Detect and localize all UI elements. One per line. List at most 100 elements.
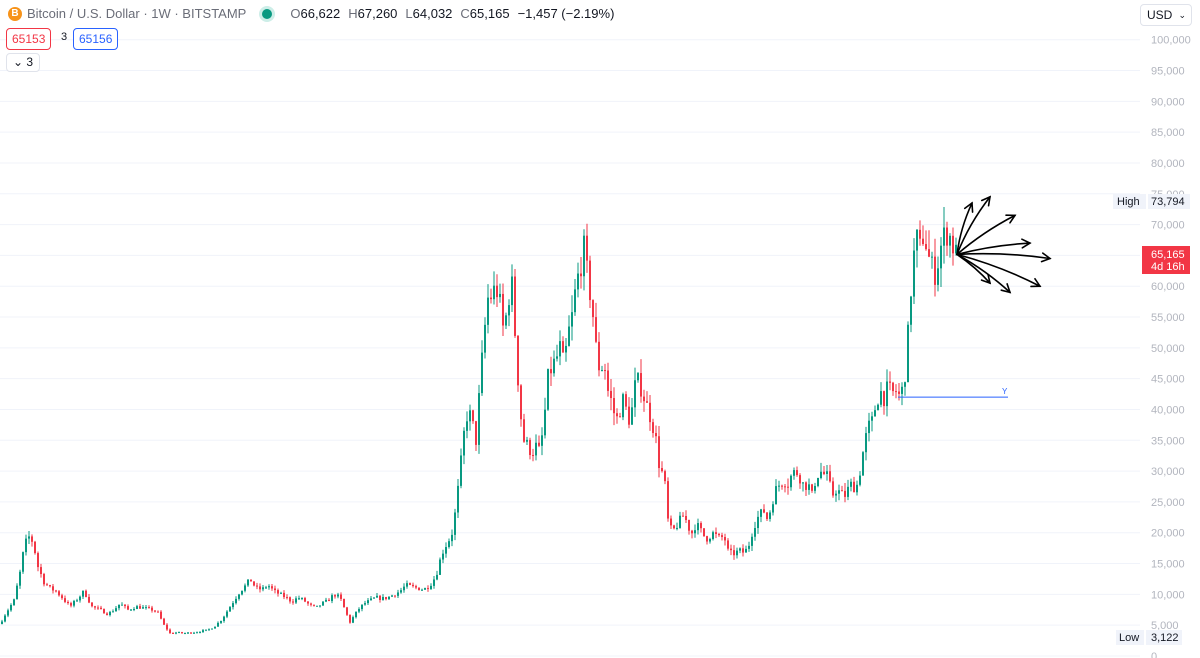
candle-body: [442, 553, 444, 560]
candle-body: [604, 370, 606, 372]
candle-body: [193, 632, 195, 634]
candle-body: [592, 300, 594, 318]
candle-body: [355, 611, 357, 618]
drawing-stroke: [956, 242, 1031, 256]
candle-body: [31, 536, 33, 542]
candle-body: [58, 591, 60, 596]
candle-body: [421, 589, 423, 591]
candle-body: [634, 380, 636, 408]
candle-body: [259, 586, 261, 590]
bitcoin-icon: B: [8, 6, 22, 21]
candle-body: [775, 486, 777, 505]
candle-body: [322, 601, 324, 606]
y-tick-label: 55,000: [1151, 312, 1185, 324]
price-axis[interactable]: 0 5,000 10,000 15,000 20,000 25,000 30,000 35,0…: [1151, 35, 1191, 658]
candle-body: [478, 393, 480, 445]
symbol-title[interactable]: Bitcoin / U.S. Dollar · 1W · BITSTAMP: [27, 6, 247, 21]
candle-body: [64, 598, 66, 602]
candle-body: [190, 632, 192, 634]
candle-body: [328, 599, 330, 602]
candle-body: [862, 452, 864, 476]
candle-body: [175, 632, 177, 634]
chevron-down-icon: ⌄: [13, 55, 24, 69]
candle-body: [370, 598, 372, 601]
candle-body: [853, 481, 855, 493]
candle-body: [409, 583, 411, 585]
freehand-drawing[interactable]: [956, 195, 1052, 294]
candle-body: [331, 595, 333, 602]
candle-body: [886, 381, 888, 407]
candle-body: [688, 520, 690, 531]
candle-body: [940, 245, 942, 269]
candle-body: [250, 579, 252, 582]
candle-body: [466, 421, 468, 431]
candle-body: [607, 370, 609, 391]
indicators-toggle-button[interactable]: ⌄ 3: [6, 53, 41, 72]
candle-body: [118, 604, 120, 609]
horizontal-line-drawing[interactable]: Y: [898, 387, 1008, 398]
candle-body: [460, 455, 462, 486]
candle-body: [1, 621, 3, 624]
candle-body: [55, 590, 57, 592]
drawing-stroke: [956, 214, 1016, 256]
currency-value: USD: [1147, 8, 1173, 22]
candle-body: [70, 603, 72, 606]
candle-body: [208, 629, 210, 631]
candle-body: [433, 579, 435, 586]
candle-body: [892, 382, 894, 392]
candle-body: [538, 442, 540, 446]
candle-body: [121, 604, 123, 606]
candle-body: [691, 530, 693, 534]
candle-body: [361, 604, 363, 610]
candle-body: [25, 538, 27, 553]
candle-body: [754, 528, 756, 537]
last-price-value: 65,165: [1151, 249, 1185, 261]
candle-body: [613, 398, 615, 414]
drawing-stroke: [956, 253, 991, 284]
candle-body: [469, 410, 471, 422]
candle-body: [658, 436, 660, 469]
candle-body: [583, 235, 585, 277]
sell-button[interactable]: 65153: [6, 28, 52, 50]
candle-body: [514, 276, 516, 336]
y-tick-label: 95,000: [1151, 66, 1185, 78]
candle-body: [184, 633, 186, 635]
candle-body: [700, 523, 702, 529]
candle-body: [115, 608, 117, 612]
candle-body: [373, 597, 375, 599]
candle-body: [871, 416, 873, 421]
candle-body: [655, 433, 657, 437]
candle-body: [232, 603, 234, 608]
candle-body: [577, 273, 579, 290]
candle-body: [397, 592, 399, 596]
candle-body: [154, 610, 156, 612]
candle-body: [424, 588, 426, 590]
candle-body: [220, 620, 222, 623]
low-value: 64,032: [412, 6, 453, 21]
candle-body: [796, 470, 798, 476]
candle-body: [901, 386, 903, 394]
candle-body: [568, 326, 570, 346]
candle-body: [820, 471, 822, 478]
y-tick-label: 0: [1151, 651, 1157, 658]
candle-body: [16, 585, 18, 600]
candle-body: [703, 528, 705, 537]
candle-body: [463, 430, 465, 456]
change-value: −1,457 (−2.19%): [517, 6, 615, 21]
candle-body: [406, 583, 408, 587]
candle-body: [586, 235, 588, 261]
high-badge-label: High: [1117, 196, 1140, 208]
currency-select[interactable]: USD ⌄: [1140, 4, 1192, 26]
candle-body: [124, 604, 126, 607]
candle-body: [439, 559, 441, 575]
candle-body: [640, 373, 642, 397]
candle-body: [946, 227, 948, 246]
candle-body: [178, 632, 180, 634]
candle-body: [106, 613, 108, 616]
candle-body: [535, 442, 537, 456]
candle-body: [10, 605, 12, 611]
candle-body: [739, 548, 741, 551]
candle-body: [298, 598, 300, 600]
buy-button[interactable]: 65156: [73, 28, 119, 50]
